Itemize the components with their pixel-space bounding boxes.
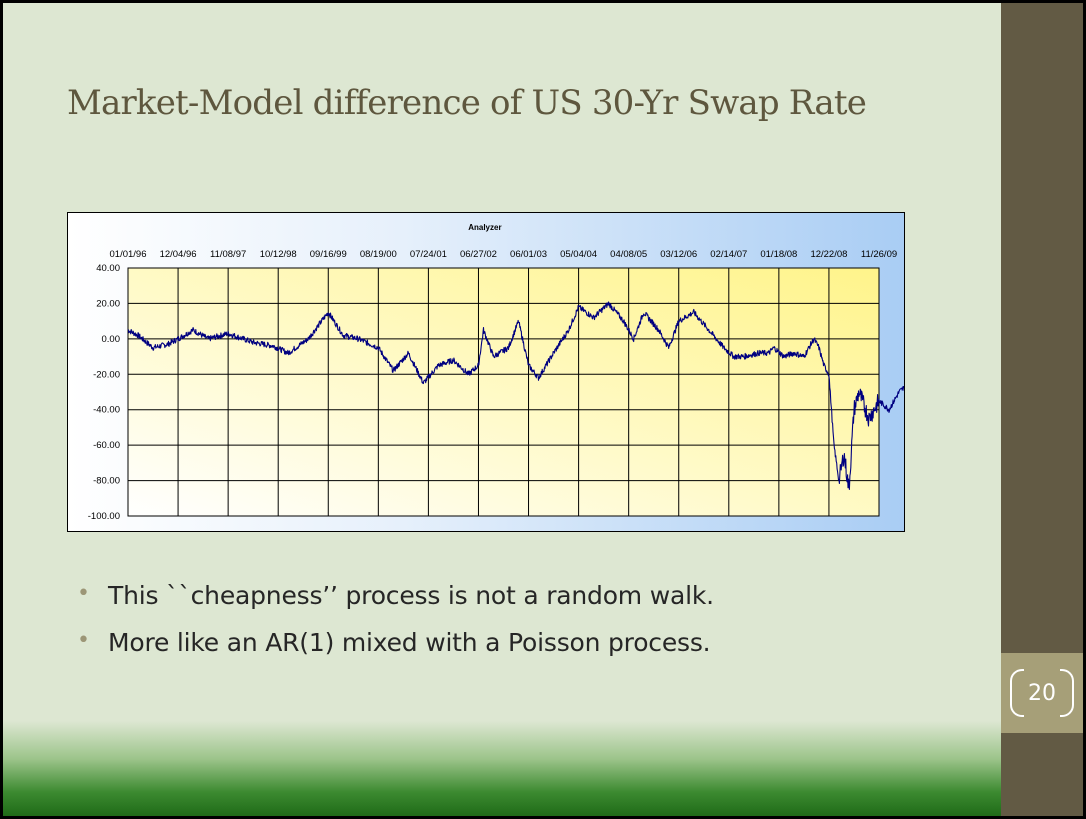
x-tick-label: 06/01/03 (510, 249, 547, 260)
x-tick-label: 04/08/05 (610, 249, 647, 260)
y-tick-label: -80.00 (93, 476, 120, 487)
x-tick-label: 12/04/96 (160, 249, 197, 260)
y-tick-label: -100.00 (88, 511, 120, 522)
bullet-text: More like an AR(1) mixed with a Poisson … (108, 628, 710, 657)
x-tick-label: 06/27/02 (460, 249, 497, 260)
page-number: 20 (1028, 681, 1056, 706)
y-tick-label: -40.00 (93, 405, 120, 416)
x-tick-label: 09/16/99 (310, 249, 347, 260)
bullet-text: This ``cheapness’’ process is not a rand… (108, 581, 714, 610)
chart-svg: Analyzer  01/01/96 12/04/96 11/08/97 10/12… (68, 213, 904, 531)
x-tick-label: 11/26/09 (861, 249, 897, 260)
x-tick-label: 02/14/07 (710, 249, 747, 260)
y-tick-label: 20.00 (96, 298, 120, 309)
left-bracket-icon (1010, 669, 1024, 717)
plot-area (128, 268, 879, 516)
bullet-item: • This ``cheapness’’ process is not a ran… (77, 581, 714, 628)
slide: 20 Market-Model difference of US 30-Yr S… (3, 3, 1083, 816)
x-tick-label: 01/01/96 (110, 249, 147, 260)
right-bracket-icon (1060, 669, 1074, 717)
bullet-item: • More like an AR(1) mixed with a Poisson… (77, 628, 714, 675)
page-number-badge: 20 (1010, 669, 1074, 717)
x-tick-label: 10/12/98 (260, 249, 297, 260)
chart-container: Analyzer  01/01/96 12/04/96 11/08/97 10/12… (67, 212, 905, 532)
x-tick-label: 01/18/08 (760, 249, 797, 260)
y-tick-label: -20.00 (93, 369, 120, 380)
x-tick-label: 11/08/97 (210, 249, 246, 260)
chart-title: Analyzer  (468, 223, 504, 232)
footer-gradient-band (3, 721, 1001, 816)
y-tick-label: 40.00 (96, 263, 120, 274)
bullet-list: • This ``cheapness’’ process is not a ran… (77, 581, 714, 675)
x-tick-label: 05/04/04 (560, 249, 597, 260)
slide-title: Market-Model difference of US 30-Yr Swap… (67, 83, 866, 123)
bullet-dot-icon: • (77, 628, 90, 653)
bullet-dot-icon: • (77, 581, 90, 606)
x-tick-label: 12/22/08 (810, 249, 847, 260)
x-tick-label: 03/12/06 (660, 249, 697, 260)
x-tick-label: 07/24/01 (410, 249, 447, 260)
y-tick-label: -60.00 (93, 440, 120, 451)
y-axis-tick-labels: 40.00 20.00 0.00 -20.00 -40.00 -60.00 -80.00 -1… (88, 263, 120, 522)
x-tick-label: 08/19/00 (360, 249, 397, 260)
x-axis-tick-labels: 01/01/96 12/04/96 11/08/97 10/12/98 09/16/99… (110, 249, 898, 260)
y-tick-label: 0.00 (102, 334, 121, 345)
